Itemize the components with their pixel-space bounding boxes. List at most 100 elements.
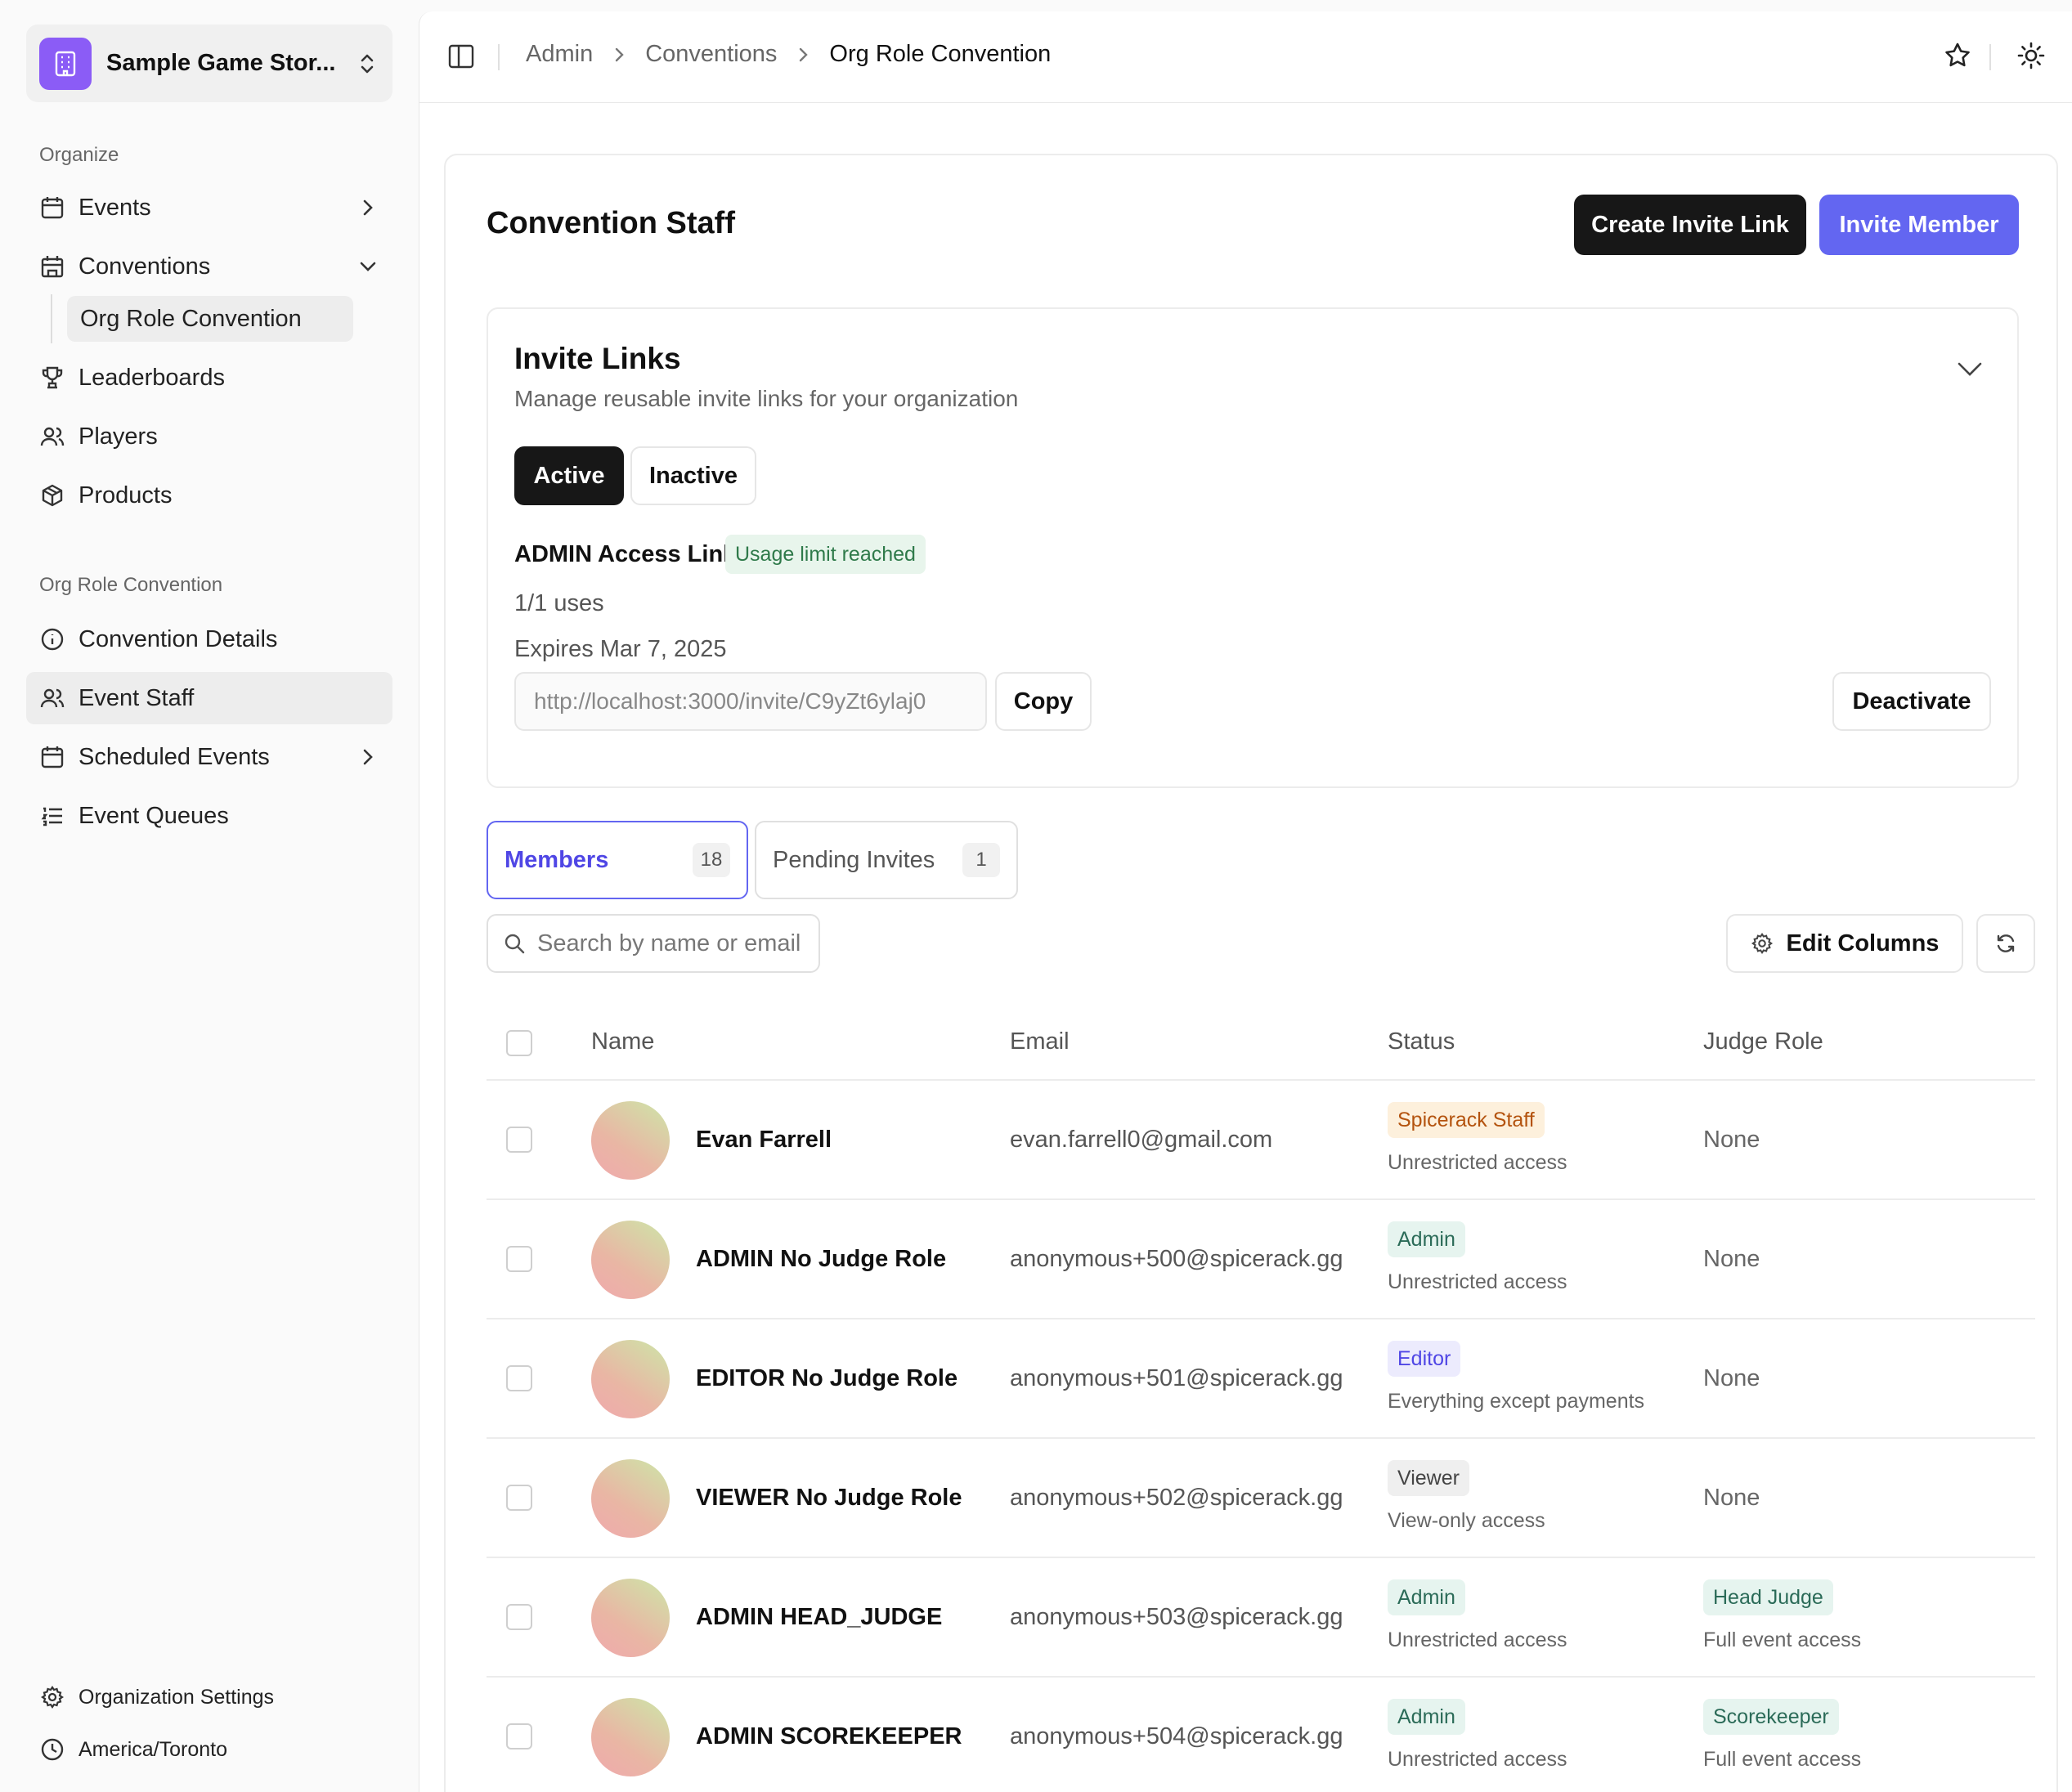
sidebar-toggle-icon[interactable] [447,43,475,74]
member-name[interactable]: ADMIN SCOREKEEPER [696,1723,962,1749]
judge-role-description: Full event access [1703,1748,1862,1771]
status-badge: Usage limit reached [725,535,926,574]
table-row[interactable]: VIEWER No Judge Role anonymous+502@spicer… [487,1439,2035,1558]
copy-button[interactable]: Copy [995,672,1092,731]
tab-pending-invites[interactable]: Pending Invites 1 [755,821,1018,899]
member-name[interactable]: VIEWER No Judge Role [696,1485,962,1511]
tab-members[interactable]: Members 18 [487,821,748,899]
judge-role: None [1703,1365,1760,1391]
deactivate-button[interactable]: Deactivate [1832,672,1991,731]
table-body: Evan Farrell evan.farrell0@gmail.com Spice… [487,1081,2035,1792]
invite-member-button[interactable]: Invite Member [1819,195,2019,255]
sidebar-item-label: Scheduled Events [78,743,270,770]
row-checkbox[interactable] [506,1127,532,1153]
calendar-icon [39,744,65,770]
row-checkbox[interactable] [506,1723,532,1749]
member-name[interactable]: EDITOR No Judge Role [696,1365,958,1391]
table-row[interactable]: ADMIN No Judge Role anonymous+500@spicera… [487,1200,2035,1319]
sidebar-item-label: Conventions [78,253,211,280]
search-icon [503,932,526,955]
sidebar-item-scheduled-events[interactable]: Scheduled Events [26,731,392,783]
column-header-name[interactable]: Name [591,1028,655,1055]
divider [1989,44,1991,70]
count-badge: 1 [962,843,1000,877]
tab-label: Members [505,846,609,873]
row-checkbox[interactable] [506,1365,532,1391]
gear-icon [39,1684,65,1710]
clock-icon [39,1736,65,1763]
table-row[interactable]: ADMIN SCOREKEEPER anonymous+504@spicerack… [487,1678,2035,1792]
member-name[interactable]: ADMIN No Judge Role [696,1246,947,1272]
breadcrumb-current: Org Role Convention [829,41,1052,67]
sidebar-item-players[interactable]: Players [26,410,392,463]
table-row[interactable]: ADMIN HEAD_JUDGE anonymous+503@spicerack.… [487,1558,2035,1678]
status-badge: Editor [1388,1341,1461,1377]
sidebar-item-products[interactable]: Products [26,469,392,522]
invite-link-expires: Expires Mar 7, 2025 [514,636,727,662]
divider [498,44,500,70]
status-badge: Admin [1388,1699,1465,1735]
sidebar-item-event-queues[interactable]: Event Queues [26,790,392,842]
table-row[interactable]: Evan Farrell evan.farrell0@gmail.com Spice… [487,1081,2035,1200]
count-badge: 18 [693,843,730,877]
chevron-right-icon [798,47,809,63]
member-name[interactable]: Evan Farrell [696,1127,832,1153]
table-row[interactable]: EDITOR No Judge Role anonymous+501@spicer… [487,1319,2035,1439]
status-badge: Viewer [1388,1460,1469,1496]
avatar [591,1698,670,1776]
sidebar-subitem-org-role-convention[interactable]: Org Role Convention [67,296,353,342]
column-header-email[interactable]: Email [1010,1028,1070,1055]
tab-label: Pending Invites [773,846,935,873]
calendar-icon [39,195,65,221]
member-email: anonymous+503@spicerack.gg [1010,1604,1343,1630]
nav-tree-line [51,294,52,343]
sidebar-item-event-staff[interactable]: Event Staff [26,672,392,724]
sidebar-item-label: Events [78,194,151,221]
search-input[interactable]: Search by name or email [487,914,820,973]
chevron-right-icon [614,47,624,63]
org-settings-link[interactable]: Organization Settings [26,1674,392,1720]
select-all-checkbox[interactable] [506,1030,532,1056]
page-title: Convention Staff [487,206,735,240]
invite-url-field[interactable]: http://localhost:3000/invite/C9yZt6ylaj0 [514,672,987,731]
member-name[interactable]: ADMIN HEAD_JUDGE [696,1604,943,1630]
chevron-down-icon[interactable] [1957,361,1983,382]
breadcrumb-conventions[interactable]: Conventions [645,41,778,67]
row-checkbox[interactable] [506,1246,532,1272]
invite-links-subtitle: Manage reusable invite links for your or… [514,386,1019,411]
members-table: Name Email Status Judge Role Evan Farrel… [487,1006,2035,1792]
toggle-active[interactable]: Active [514,446,624,505]
star-icon[interactable] [1943,41,1972,74]
sidebar-item-events[interactable]: Events [26,181,392,234]
info-icon [39,626,65,652]
sidebar-item-label: Players [78,423,158,450]
sidebar-item-conventions[interactable]: Conventions [26,240,392,293]
breadcrumb-admin[interactable]: Admin [526,41,594,67]
sidebar-item-leaderboards[interactable]: Leaderboards [26,352,392,404]
edit-columns-button[interactable]: Edit Columns [1726,914,1963,973]
building-icon [39,37,92,90]
trophy-icon [39,365,65,391]
status-badge: Spicerack Staff [1388,1102,1545,1138]
sidebar-item-convention-details[interactable]: Convention Details [26,613,392,665]
create-invite-link-button[interactable]: Create Invite Link [1574,195,1806,255]
invite-links-panel: Invite Links Manage reusable invite link… [487,307,2019,788]
invite-link-name: ADMIN Access Link [514,541,737,567]
column-header-status[interactable]: Status [1388,1028,1455,1055]
edit-columns-label: Edit Columns [1786,930,1940,956]
status-badge: Admin [1388,1221,1465,1257]
sun-icon[interactable] [2016,41,2046,74]
timezone-link[interactable]: America/Toronto [26,1727,392,1772]
row-checkbox[interactable] [506,1485,532,1511]
row-checkbox[interactable] [506,1604,532,1630]
list-ordered-icon [39,803,65,829]
section-label-convention: Org Role Convention [39,574,223,596]
refresh-button[interactable] [1976,914,2035,973]
toggle-inactive[interactable]: Inactive [630,446,756,505]
judge-role: None [1703,1246,1760,1272]
org-switcher[interactable]: Sample Game Stor... [26,25,392,102]
column-header-judge-role[interactable]: Judge Role [1703,1028,1823,1055]
sidebar: Sample Game Stor... Organize Events Conv… [0,0,417,1792]
member-email: anonymous+500@spicerack.gg [1010,1246,1343,1272]
judge-role: None [1703,1127,1760,1153]
